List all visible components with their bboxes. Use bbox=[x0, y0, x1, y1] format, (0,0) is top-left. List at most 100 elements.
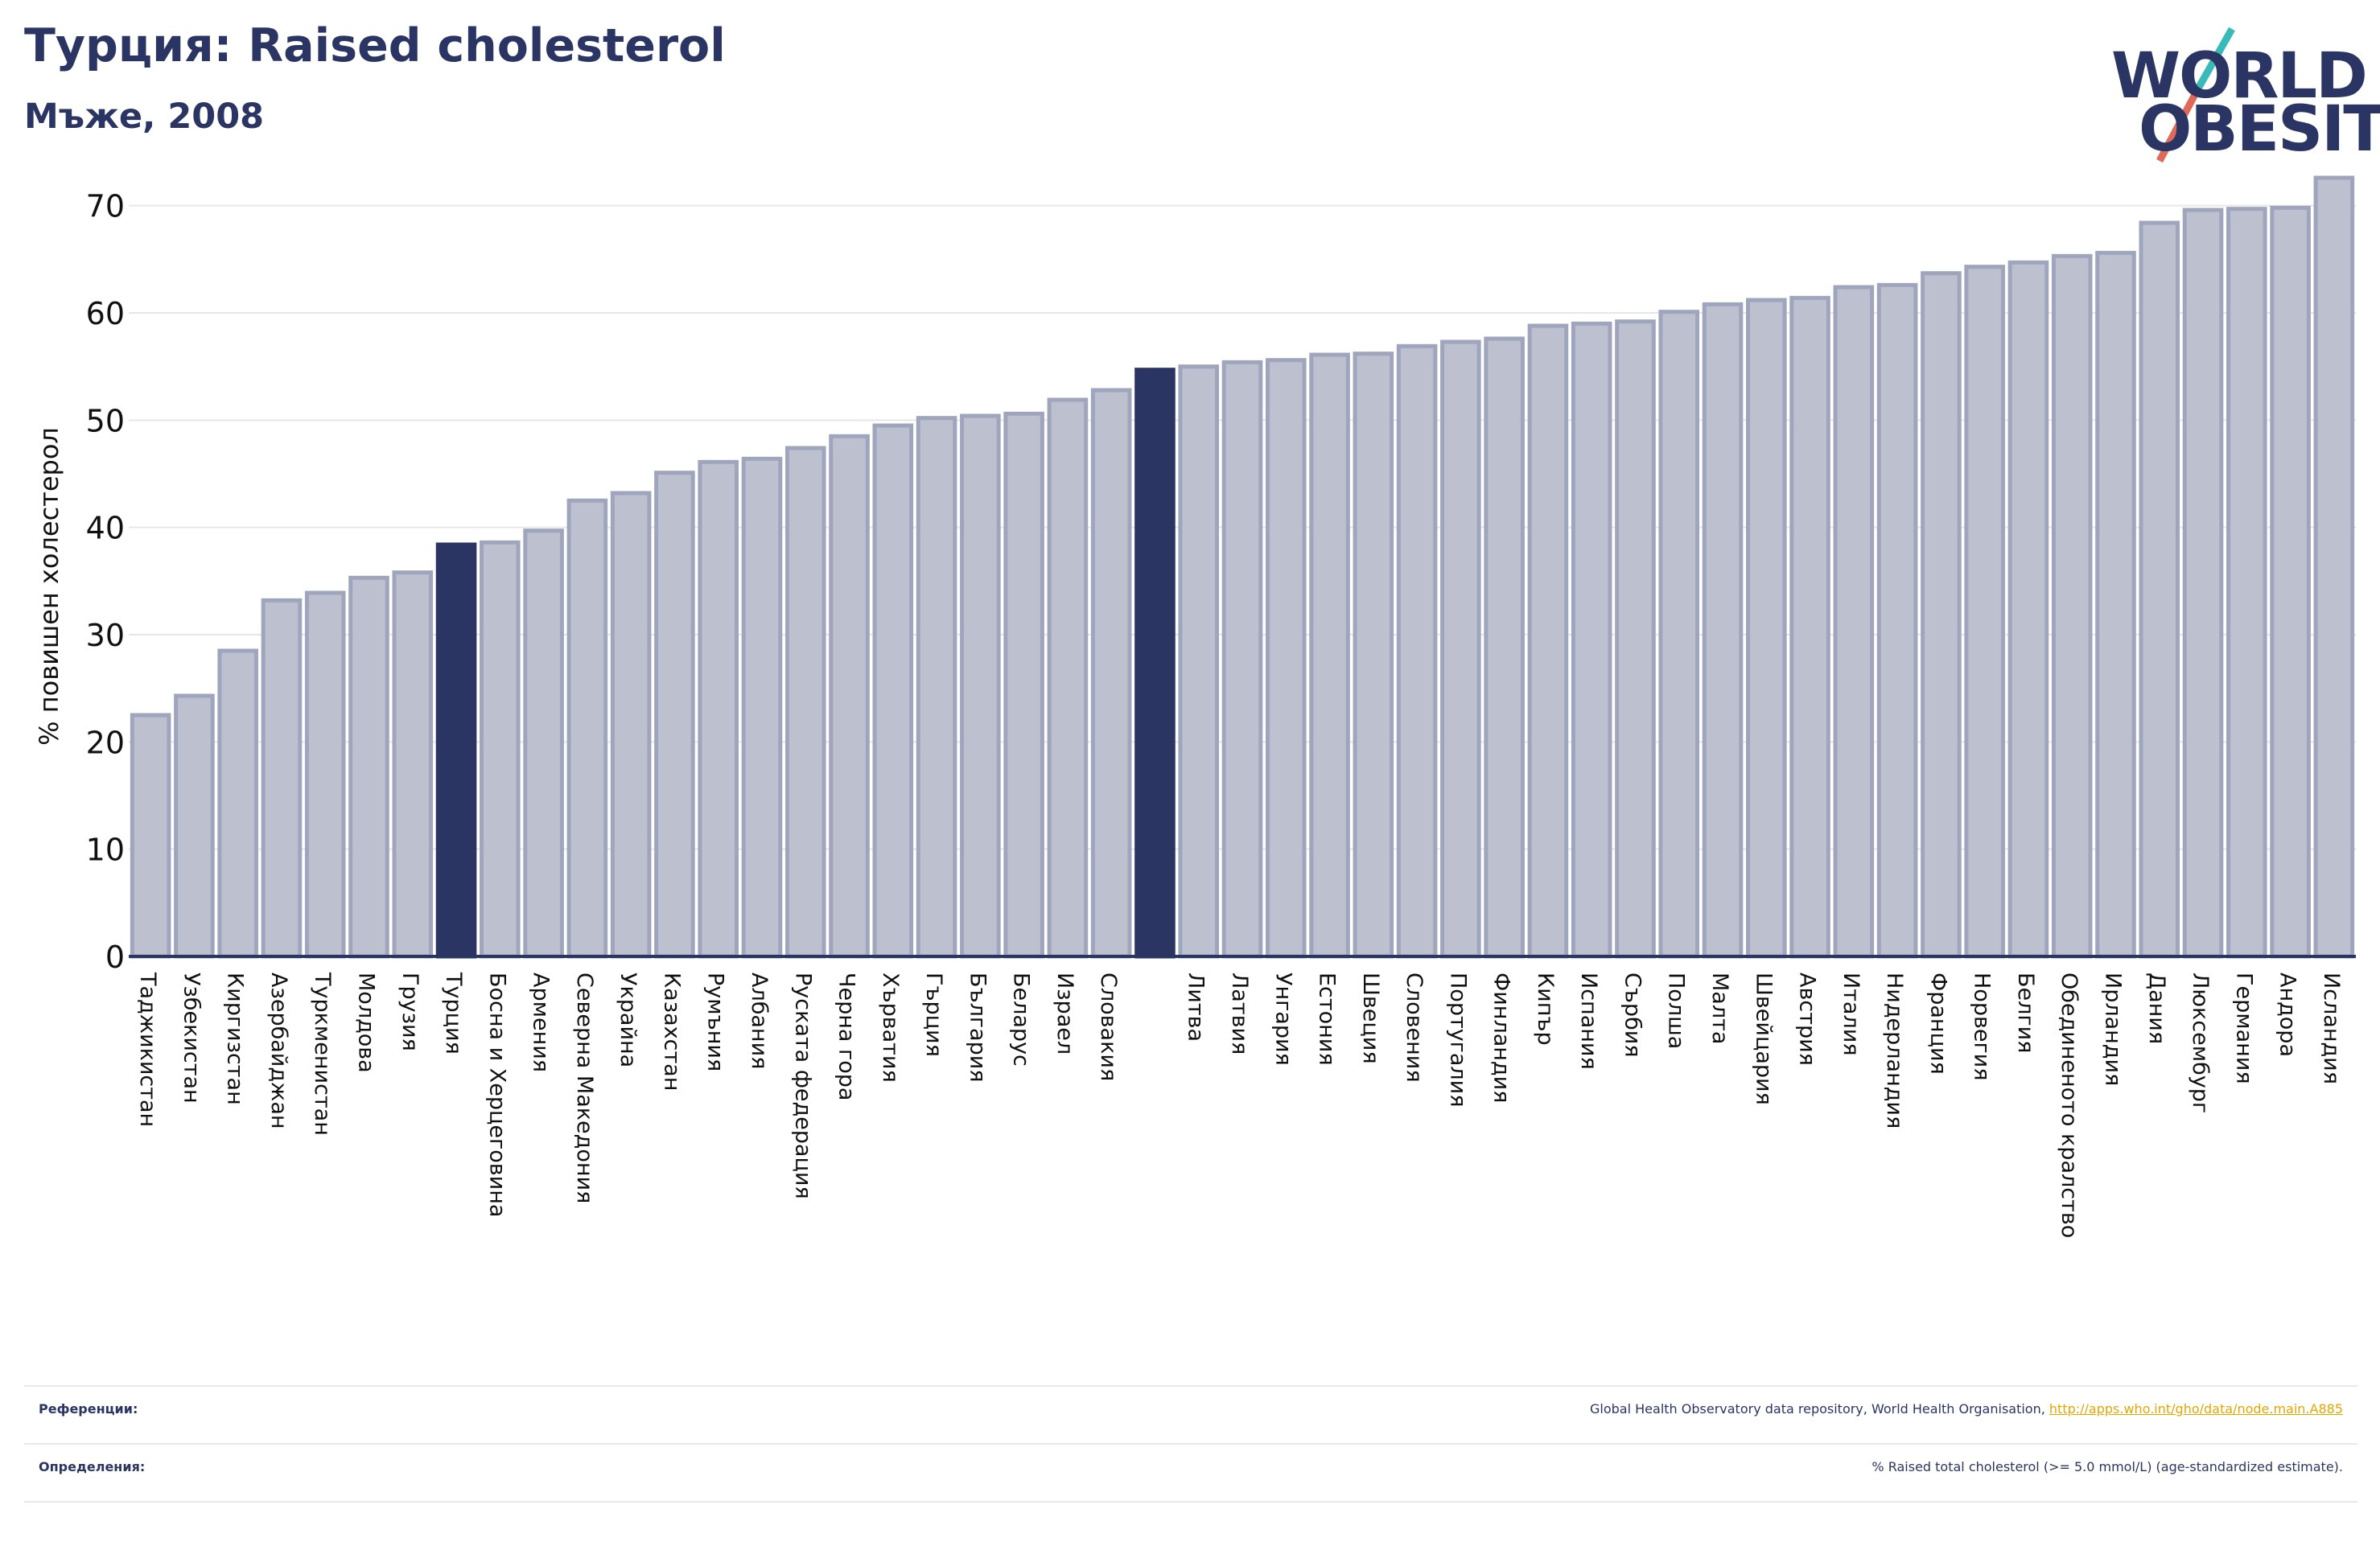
x-tick-label: Словакия bbox=[1096, 972, 1121, 1081]
y-axis-label: % повишен холестерол bbox=[34, 427, 64, 746]
bar-Сърбия[interactable] bbox=[1615, 319, 1656, 959]
x-tick-label: Таджикистан bbox=[135, 972, 160, 1127]
references-link[interactable]: http://apps.who.int/gho/data/node.main.A… bbox=[2049, 1401, 2343, 1417]
bar-Португалия[interactable] bbox=[1440, 339, 1481, 959]
x-tick-label: Латвия bbox=[1227, 972, 1252, 1055]
bar-Италия[interactable] bbox=[1833, 285, 1875, 959]
bar-Естония[interactable] bbox=[1309, 352, 1350, 959]
bar-Словакия[interactable] bbox=[1090, 388, 1132, 959]
x-tick-label: Малта bbox=[1707, 972, 1732, 1044]
tick-labels: 0 10 20 30 40 50 60 70 % повишен холестерол Таджи… bbox=[34, 189, 2344, 1239]
x-tick-label: Украйна bbox=[616, 972, 640, 1067]
bar-Литва[interactable] bbox=[1178, 364, 1220, 959]
definitions-row: Определения: % Raised total cholesterol … bbox=[24, 1443, 2357, 1503]
x-tick-label: Румъния bbox=[703, 972, 728, 1071]
bar-Черна гора[interactable] bbox=[829, 434, 870, 959]
bar-Руската федерация[interactable] bbox=[784, 446, 826, 959]
x-tick-label: Люксембург bbox=[2188, 972, 2213, 1113]
bar-Германия[interactable] bbox=[2226, 207, 2267, 959]
bar-Ирландия[interactable] bbox=[2095, 250, 2136, 959]
bar-Турция[interactable] bbox=[435, 542, 477, 959]
bar-Полша[interactable] bbox=[1658, 310, 1700, 959]
x-tick-label: Дания bbox=[2144, 972, 2169, 1044]
x-tick-label: Босна и Херцеговина bbox=[484, 972, 509, 1217]
x-tick-label: Северна Македония bbox=[572, 972, 597, 1203]
bar-Армения[interactable] bbox=[523, 528, 564, 959]
bar-Кипър[interactable] bbox=[1527, 323, 1569, 959]
bar-Украйна[interactable] bbox=[610, 491, 652, 959]
x-tick-label: Швейцария bbox=[1751, 972, 1776, 1105]
bar-Туркменистан[interactable] bbox=[304, 590, 346, 959]
bar-Австрия[interactable] bbox=[1789, 295, 1830, 959]
definitions-value: % Raised total cholesterol (>= 5.0 mmol/… bbox=[1871, 1459, 2343, 1474]
x-tick-label: Естония bbox=[1315, 972, 1340, 1066]
x-tick-label: Армения bbox=[529, 972, 554, 1072]
x-tick-label: Руската федерация bbox=[790, 972, 815, 1199]
bar-Латвия[interactable] bbox=[1221, 360, 1263, 959]
bar-Казахстан[interactable] bbox=[654, 471, 695, 959]
bar-Люксембург[interactable] bbox=[2182, 208, 2224, 959]
x-tick-label: Обединеното кралство bbox=[2057, 972, 2081, 1238]
x-tick-label: Унгария bbox=[1270, 972, 1295, 1066]
bar-Андора[interactable] bbox=[2270, 205, 2311, 959]
bar-Грузия[interactable] bbox=[392, 570, 434, 959]
bar-Таджикистан[interactable] bbox=[130, 713, 171, 959]
bar-Нидерландия[interactable] bbox=[1876, 282, 1918, 959]
x-tick-label: Норвегия bbox=[1970, 972, 1995, 1080]
bar-Испания[interactable] bbox=[1571, 321, 1612, 959]
bar-Беларус[interactable] bbox=[1003, 411, 1044, 959]
bar-Румъния[interactable] bbox=[698, 459, 739, 959]
x-tick-label: Молдова bbox=[354, 972, 379, 1073]
bar-unlabeled[interactable] bbox=[1134, 368, 1176, 959]
bar-Босна и Херцеговина[interactable] bbox=[480, 540, 521, 959]
bar-Гърция[interactable] bbox=[916, 416, 957, 959]
x-tick-label: Португалия bbox=[1445, 972, 1470, 1107]
x-tick-label: Кипър bbox=[1533, 972, 1558, 1046]
x-tick-label: Турция bbox=[441, 972, 466, 1055]
bar-България[interactable] bbox=[960, 413, 1001, 959]
bar-Молдова[interactable] bbox=[348, 575, 389, 959]
bar-Албания[interactable] bbox=[741, 456, 783, 959]
x-tick-label: Австрия bbox=[1795, 972, 1820, 1066]
bar-Белгия[interactable] bbox=[2007, 260, 2049, 959]
logo-word-world: WORLD bbox=[2111, 40, 2368, 113]
definitions-label: Определения: bbox=[39, 1459, 146, 1474]
bar-Северна Македония[interactable] bbox=[566, 498, 608, 959]
x-tick-label: Хърватия bbox=[878, 972, 903, 1083]
chart-subtitle: Мъже, 2008 bbox=[24, 97, 265, 137]
x-tick-label: Сърбия bbox=[1620, 972, 1645, 1058]
bar-Дания[interactable] bbox=[2139, 220, 2180, 959]
bar-Исландия[interactable] bbox=[2313, 175, 2355, 959]
bar-Швеция[interactable] bbox=[1353, 352, 1394, 959]
bar-Финландия[interactable] bbox=[1484, 336, 1525, 959]
bar-Словения[interactable] bbox=[1396, 343, 1438, 959]
bar-Азербайджан[interactable] bbox=[261, 598, 303, 959]
y-tick-label: 40 bbox=[86, 511, 125, 546]
bar-Франция[interactable] bbox=[1921, 271, 1962, 959]
bar-Обединеното кралство[interactable] bbox=[2051, 253, 2093, 959]
y-tick-label: 50 bbox=[86, 403, 125, 438]
bar-Израел[interactable] bbox=[1047, 397, 1089, 959]
bar-Малта[interactable] bbox=[1702, 302, 1744, 959]
y-tick-label: 0 bbox=[105, 940, 125, 975]
x-tick-label: Израел bbox=[1052, 972, 1077, 1055]
bar-Киргизстан[interactable] bbox=[217, 648, 258, 959]
x-tick-label: Черна гора bbox=[834, 972, 859, 1100]
bar-Унгария[interactable] bbox=[1265, 358, 1307, 959]
x-tick-label: Литва bbox=[1184, 972, 1209, 1042]
bar-Узбекистан[interactable] bbox=[174, 693, 215, 959]
x-tick-label: Швеция bbox=[1358, 972, 1383, 1064]
world-obesity-logo: WORLD OBESITY bbox=[2111, 24, 2380, 165]
x-tick-label: Италия bbox=[1839, 972, 1863, 1056]
logo-slash-icon bbox=[2156, 27, 2235, 163]
x-tick-label: Испания bbox=[1576, 972, 1601, 1070]
bar-chart: 0 10 20 30 40 50 60 70 % повишен холестерол Таджи… bbox=[34, 175, 2356, 1239]
bar-Швейцария[interactable] bbox=[1745, 298, 1787, 959]
x-tick-label: Исландия bbox=[2319, 972, 2344, 1084]
y-tick-label: 70 bbox=[86, 189, 125, 224]
bars bbox=[130, 175, 2355, 959]
bar-Хърватия[interactable] bbox=[872, 423, 914, 959]
bar-Норвегия[interactable] bbox=[1964, 265, 2005, 959]
x-tick-label: Ирландия bbox=[2100, 972, 2125, 1086]
x-tick-label: Беларус bbox=[1009, 972, 1034, 1067]
